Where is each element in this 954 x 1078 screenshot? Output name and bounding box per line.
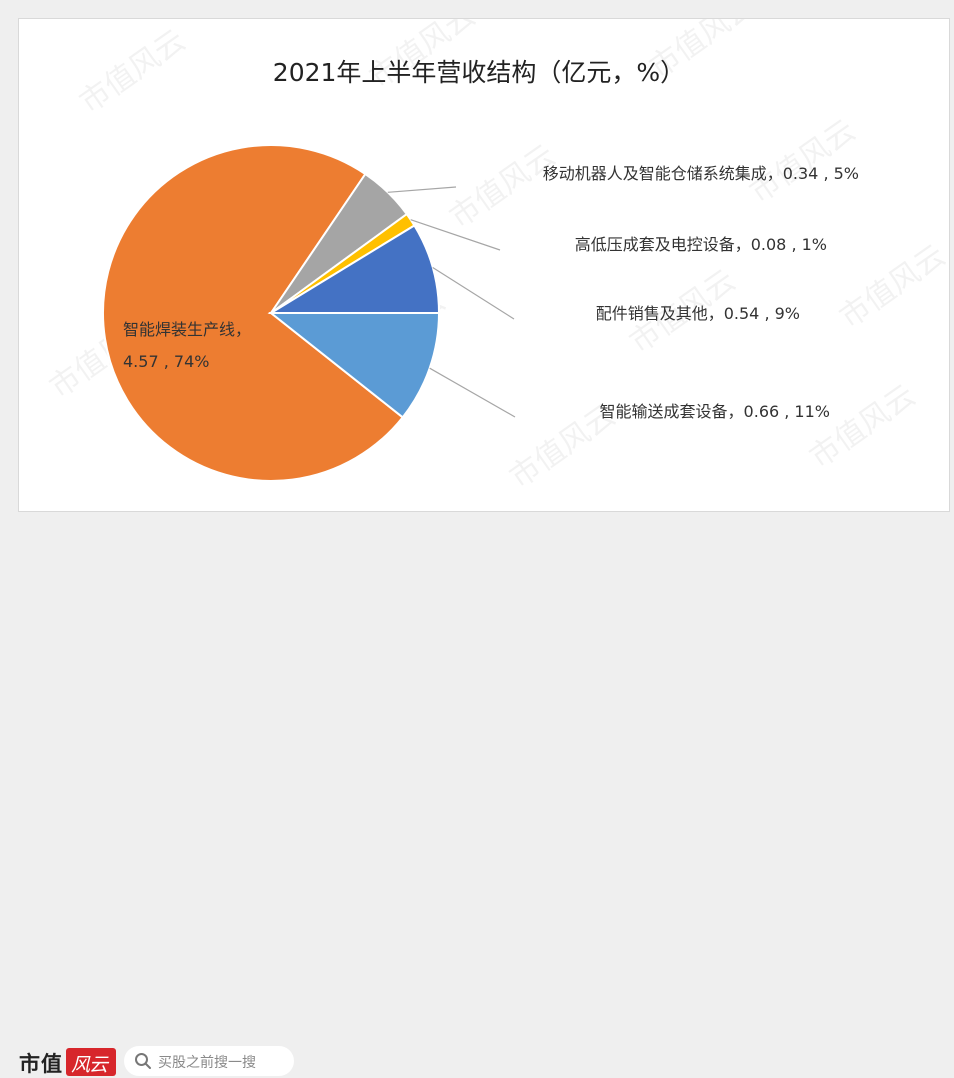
search-box[interactable]: 买股之前搜一搜 (124, 1046, 294, 1076)
page-frame: 市值风云 市值风云 市值风云 市值风云 市值风云 市值风云 市值风云 市值风云 市值风云 市值风云… (0, 18, 954, 1076)
slice-label-0-name: 智能焊装生产线， (123, 320, 251, 339)
slice-label-2: 高低压成套及电控设备，0.08 , 1% (575, 235, 827, 254)
pie-slices (102, 144, 441, 482)
brand-logo-badge: 风云 (66, 1048, 116, 1076)
slice-label-name: 移动机器人及智能仓储系统集成， (543, 164, 783, 183)
leader-line-4 (429, 367, 516, 418)
chart-title: 2021年上半年营收结构（亿元，%） (273, 58, 685, 87)
footer: 市值 风云 买股之前搜一搜 (0, 516, 954, 1076)
watermark-text: 市值风云 (744, 113, 862, 210)
watermark-text: 市值风云 (444, 138, 562, 235)
slice-label-name: 智能输送成套设备， (600, 402, 744, 421)
slice-label-value: 0.66 , 11% (744, 402, 830, 421)
brand-logo-text: 市值 (19, 1051, 63, 1076)
search-placeholder: 买股之前搜一搜 (158, 1055, 256, 1071)
slice-label-4: 智能输送成套设备，0.66 , 11% (600, 402, 830, 421)
slice-label-value: 0.08 , 1% (751, 235, 827, 254)
slice-label-3: 配件销售及其他，0.54 , 9% (596, 304, 800, 323)
leader-line-2 (410, 219, 501, 251)
leader-line-3 (432, 266, 515, 320)
slice-label-value: 0.54 , 9% (724, 304, 800, 323)
pie-labels: 移动机器人及智能仓储系统集成，0.34 , 5% 高低压成套及电控设备，0.08 … (123, 164, 859, 421)
slice-label-name: 高低压成套及电控设备， (575, 235, 751, 254)
watermark-text: 市值风云 (804, 378, 922, 475)
search-icon (135, 1053, 151, 1069)
slice-label-0-value: 4.57 , 74% (123, 352, 209, 371)
leader-line-1 (387, 186, 457, 193)
pie-slice-3 (267, 224, 441, 314)
slice-label-value: 0.34 , 5% (783, 164, 859, 183)
slice-label-1: 移动机器人及智能仓储系统集成，0.34 , 5% (543, 164, 859, 183)
watermark-text: 市值风云 (834, 238, 949, 335)
chart-card: 市值风云 市值风云 市值风云 市值风云 市值风云 市值风云 市值风云 市值风云 市值风云 市值风云… (18, 18, 950, 512)
pie-slice-4 (268, 312, 441, 419)
slice-label-name: 配件销售及其他， (596, 304, 724, 323)
brand-badge-text: 风云 (71, 1054, 108, 1076)
watermark-text: 市值风云 (74, 23, 192, 120)
